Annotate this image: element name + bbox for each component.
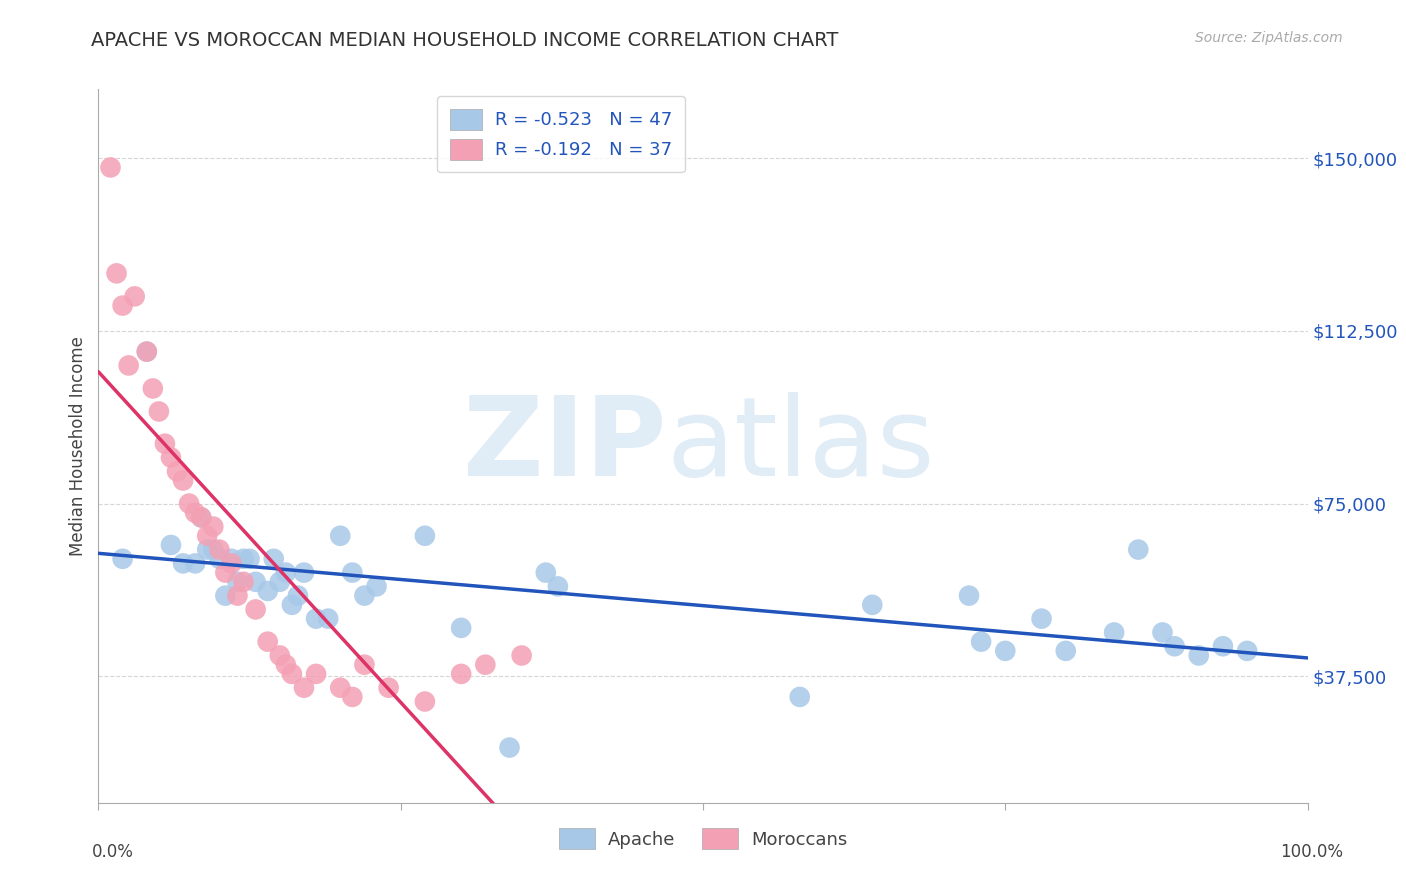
Point (166, 464, 188, 478)
Point (510, 648, 533, 663)
Point (232, 574, 254, 589)
Point (1128, 542, 1150, 557)
Point (263, 551, 285, 566)
Text: atlas: atlas (666, 392, 935, 500)
Point (274, 657, 297, 672)
Point (316, 612, 339, 626)
Point (498, 740, 520, 755)
Point (184, 557, 207, 571)
Point (135, 344, 157, 359)
Text: ZIP: ZIP (464, 392, 666, 500)
Point (214, 566, 236, 580)
Y-axis label: Median Household Income: Median Household Income (69, 336, 87, 556)
Point (172, 474, 194, 488)
Point (111, 299, 134, 313)
Point (413, 529, 436, 543)
Point (208, 542, 231, 557)
Point (450, 621, 472, 635)
Point (232, 551, 254, 566)
Legend: Apache, Moroccans: Apache, Moroccans (550, 819, 856, 858)
Point (190, 510, 212, 524)
Point (450, 666, 472, 681)
Point (305, 666, 328, 681)
Point (208, 551, 231, 566)
Point (214, 589, 236, 603)
Point (1163, 640, 1185, 654)
Point (353, 657, 375, 672)
Text: APACHE VS MOROCCAN MEDIAN HOUSEHOLD INCOME CORRELATION CHART: APACHE VS MOROCCAN MEDIAN HOUSEHOLD INCO… (91, 31, 839, 50)
Point (287, 589, 309, 603)
Point (1152, 625, 1174, 640)
Point (366, 579, 388, 593)
Point (118, 359, 141, 373)
Point (111, 551, 134, 566)
Point (195, 542, 218, 557)
Text: 100.0%: 100.0% (1279, 843, 1343, 861)
Point (860, 598, 883, 612)
Point (1054, 644, 1077, 658)
Point (353, 589, 375, 603)
Point (153, 436, 176, 450)
Point (142, 381, 165, 395)
Point (226, 574, 249, 589)
Point (1188, 648, 1211, 663)
Point (329, 681, 352, 695)
Point (292, 681, 315, 695)
Point (124, 289, 146, 303)
Point (994, 644, 1017, 658)
Point (329, 529, 352, 543)
Point (269, 574, 291, 589)
Point (474, 657, 496, 672)
Point (305, 612, 328, 626)
Point (377, 681, 399, 695)
Point (245, 602, 267, 616)
Point (1102, 625, 1125, 640)
Point (226, 589, 249, 603)
Point (202, 519, 225, 533)
Point (105, 266, 128, 280)
Point (789, 690, 811, 704)
Point (342, 690, 364, 704)
Point (256, 584, 278, 599)
Point (172, 557, 194, 571)
Point (202, 542, 225, 557)
Point (221, 551, 243, 566)
Point (135, 344, 157, 359)
Point (413, 694, 436, 708)
Point (190, 510, 212, 524)
Point (269, 648, 291, 663)
Point (100, 161, 122, 175)
Point (160, 538, 183, 552)
Point (534, 566, 557, 580)
Text: Source: ZipAtlas.com: Source: ZipAtlas.com (1195, 31, 1343, 45)
Point (292, 566, 315, 580)
Point (148, 404, 170, 418)
Point (281, 598, 304, 612)
Point (1236, 644, 1258, 658)
Point (160, 450, 183, 465)
Point (970, 634, 993, 648)
Point (342, 566, 364, 580)
Point (184, 506, 207, 520)
Point (239, 551, 262, 566)
Point (245, 574, 267, 589)
Point (195, 529, 218, 543)
Point (547, 579, 569, 593)
Point (256, 634, 278, 648)
Point (221, 557, 243, 571)
Point (957, 589, 980, 603)
Point (281, 666, 304, 681)
Point (274, 566, 297, 580)
Text: 0.0%: 0.0% (91, 843, 134, 861)
Point (1212, 640, 1234, 654)
Point (1031, 612, 1053, 626)
Point (179, 497, 201, 511)
